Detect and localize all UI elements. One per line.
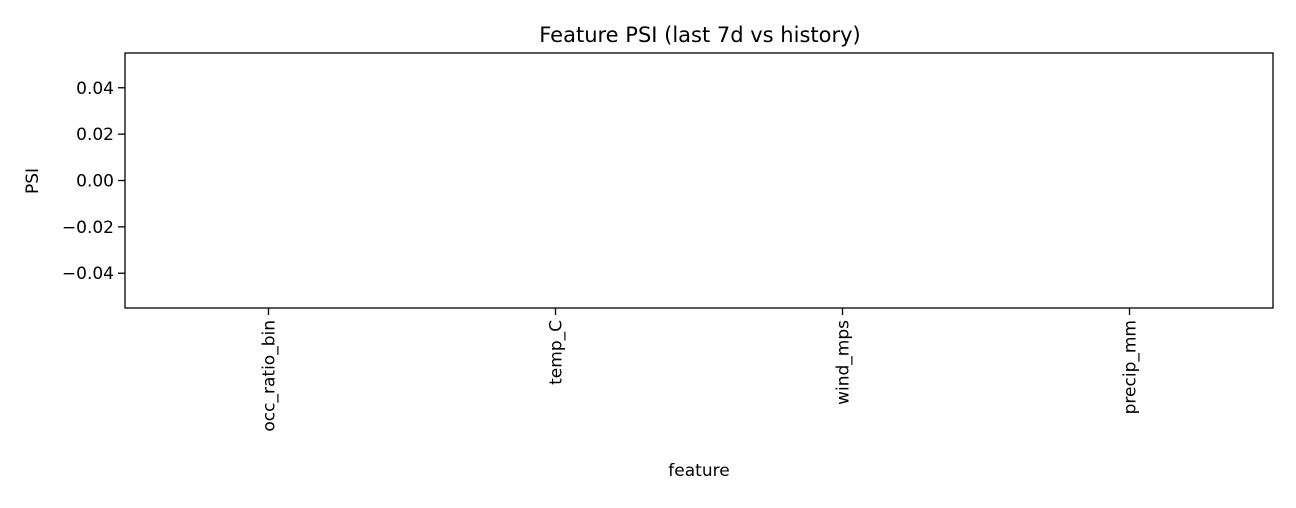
y-axis: 0.04 0.02 0.00 −0.02 −0.04 — [62, 79, 125, 284]
y-axis-label: PSI — [23, 168, 43, 194]
y-tick-label: 0.04 — [76, 79, 114, 99]
chart-title: Feature PSI (last 7d vs history) — [539, 23, 860, 47]
y-tick-label: −0.04 — [62, 264, 114, 284]
x-tick-label: precip_mm — [1121, 320, 1141, 414]
x-axis-label: feature — [668, 461, 729, 481]
x-tick-label: occ_ratio_bin — [260, 320, 280, 432]
y-tick-label: 0.00 — [76, 172, 114, 192]
y-tick-label: −0.02 — [62, 218, 114, 238]
y-tick-label: 0.02 — [76, 125, 114, 145]
x-tick-label: temp_C — [547, 320, 567, 385]
x-axis: occ_ratio_bin temp_C wind_mps precip_mm — [260, 308, 1141, 432]
x-tick-label: wind_mps — [834, 320, 854, 405]
